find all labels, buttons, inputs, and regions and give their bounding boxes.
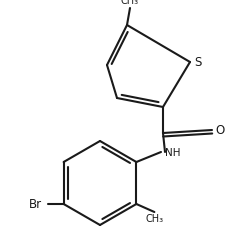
Text: CH₃: CH₃ (121, 0, 139, 6)
Text: O: O (215, 124, 224, 136)
Text: S: S (194, 56, 201, 68)
Text: CH₃: CH₃ (145, 214, 163, 224)
Text: Br: Br (29, 197, 42, 211)
Text: NH: NH (165, 148, 181, 158)
